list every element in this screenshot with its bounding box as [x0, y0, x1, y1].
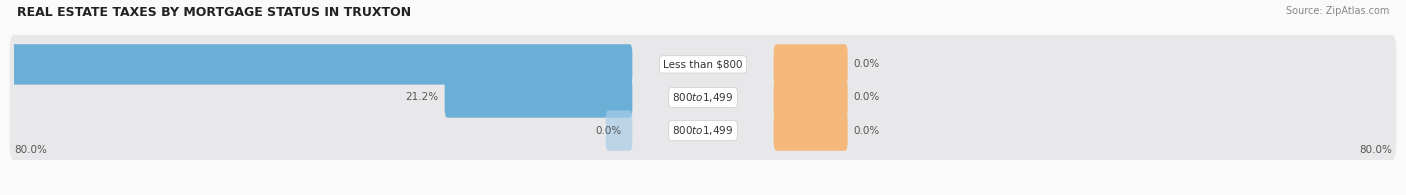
FancyBboxPatch shape: [10, 101, 1396, 160]
FancyBboxPatch shape: [773, 44, 848, 85]
Text: 0.0%: 0.0%: [853, 92, 880, 103]
Text: 21.2%: 21.2%: [405, 92, 439, 103]
FancyBboxPatch shape: [0, 44, 633, 85]
Text: $800 to $1,499: $800 to $1,499: [672, 124, 734, 137]
FancyBboxPatch shape: [444, 77, 633, 118]
FancyBboxPatch shape: [606, 110, 633, 151]
FancyBboxPatch shape: [10, 35, 1396, 94]
Text: 0.0%: 0.0%: [853, 59, 880, 69]
Text: 80.0%: 80.0%: [1360, 145, 1392, 155]
Text: Source: ZipAtlas.com: Source: ZipAtlas.com: [1285, 6, 1389, 16]
Text: 80.0%: 80.0%: [14, 145, 46, 155]
Text: $800 to $1,499: $800 to $1,499: [672, 91, 734, 104]
Text: 0.0%: 0.0%: [595, 126, 621, 136]
Text: REAL ESTATE TAXES BY MORTGAGE STATUS IN TRUXTON: REAL ESTATE TAXES BY MORTGAGE STATUS IN …: [17, 6, 411, 19]
Text: 0.0%: 0.0%: [853, 126, 880, 136]
FancyBboxPatch shape: [773, 77, 848, 118]
FancyBboxPatch shape: [10, 68, 1396, 127]
Text: Less than $800: Less than $800: [664, 59, 742, 69]
FancyBboxPatch shape: [773, 110, 848, 151]
